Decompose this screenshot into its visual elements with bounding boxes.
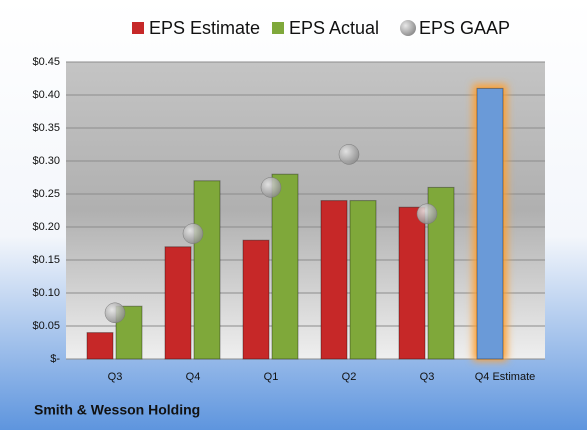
legend-swatch bbox=[400, 20, 416, 36]
gaap-marker bbox=[260, 177, 282, 198]
y-tick-label: $0.10 bbox=[32, 287, 60, 299]
bar bbox=[242, 239, 270, 360]
bar bbox=[349, 200, 377, 360]
bar bbox=[193, 180, 221, 360]
legend-label: EPS GAAP bbox=[419, 18, 510, 38]
legend-swatch bbox=[132, 22, 144, 34]
bar bbox=[320, 200, 348, 360]
bar bbox=[86, 332, 114, 360]
y-tick-label: $0.05 bbox=[32, 320, 60, 332]
y-tick-label: $0.35 bbox=[32, 122, 60, 134]
y-tick-label: $0.25 bbox=[32, 188, 60, 200]
gaap-marker bbox=[416, 203, 438, 225]
y-tick-label: $- bbox=[50, 353, 60, 365]
bar bbox=[398, 206, 426, 360]
x-tick-label: Q2 bbox=[342, 371, 357, 383]
legend-swatch bbox=[272, 22, 284, 34]
y-tick-label: $0.45 bbox=[32, 56, 60, 68]
x-tick-label: Q1 bbox=[264, 371, 279, 383]
x-tick-label: Q4 bbox=[186, 371, 201, 383]
x-tick-label: Q3 bbox=[108, 371, 123, 383]
y-tick-label: $0.40 bbox=[32, 89, 60, 101]
bar bbox=[164, 246, 192, 360]
plot-area bbox=[66, 62, 545, 359]
gaap-marker bbox=[338, 144, 360, 165]
y-tick-label: $0.20 bbox=[32, 221, 60, 233]
legend-label: EPS Actual bbox=[289, 18, 379, 38]
bar bbox=[476, 87, 504, 360]
y-tick-label: $0.30 bbox=[32, 155, 60, 167]
bar bbox=[271, 173, 299, 360]
y-tick-label: $0.15 bbox=[32, 254, 60, 266]
x-tick-label: Q4 Estimate bbox=[475, 371, 536, 383]
bar bbox=[115, 305, 143, 360]
gaap-marker bbox=[104, 302, 126, 324]
legend-label: EPS Estimate bbox=[149, 18, 260, 38]
footer: Smith & Wesson Holding bbox=[34, 402, 200, 418]
x-tick-label: Q3 bbox=[420, 371, 435, 383]
gaap-marker bbox=[182, 223, 204, 244]
